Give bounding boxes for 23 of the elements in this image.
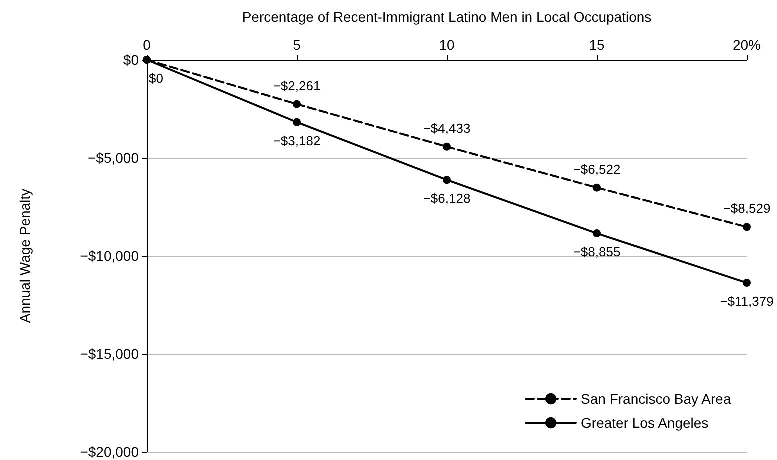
x-tick-label: 15 (589, 37, 605, 53)
data-label: −$3,182 (273, 133, 321, 148)
y-tick-label: −$5,000 (88, 150, 140, 166)
data-label: −$8,529 (723, 201, 771, 216)
data-label: −$11,379 (720, 294, 774, 310)
data-label: −$6,522 (573, 162, 621, 177)
y-tick-label: −$10,000 (80, 248, 140, 264)
data-label: −$6,128 (423, 191, 471, 206)
y-axis-title: Annual Wage Penalty (17, 188, 33, 324)
x-tick-label: 20% (732, 37, 762, 53)
x-tick-label: 5 (293, 37, 302, 53)
data-label: −$4,433 (423, 120, 471, 136)
x-tick-label: 10 (439, 37, 455, 53)
y-tick-label: −$15,000 (80, 346, 140, 362)
y-tick-label: −$20,000 (80, 444, 140, 460)
legend-label: San Francisco Bay Area (581, 391, 732, 407)
data-label: $0 (149, 71, 164, 86)
x-axis-title: Percentage of Recent-Immigrant Latino Men in Local Occupations (242, 9, 652, 25)
legend-label: Greater Los Angeles (581, 415, 709, 431)
data-label: −$8,855 (573, 244, 621, 260)
y-tick-label: $0 (123, 52, 140, 68)
data-label: −$2,261 (273, 78, 321, 94)
x-tick-label: 0 (143, 37, 152, 53)
